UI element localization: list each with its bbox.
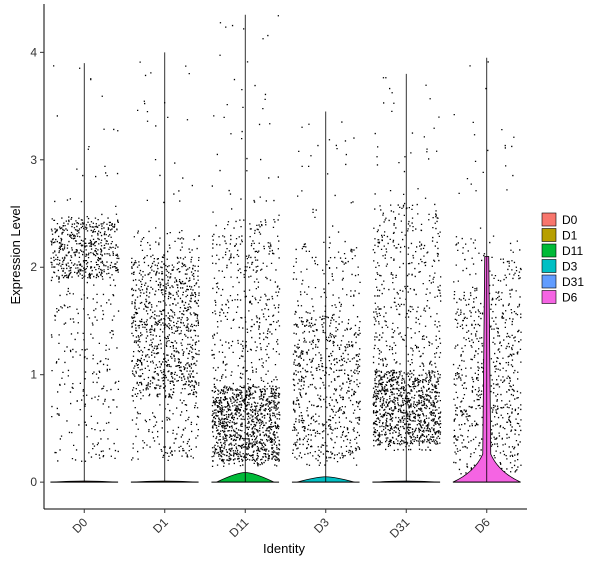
points-D1 (131, 61, 200, 461)
violin-D1 (130, 52, 199, 483)
x-axis-title: Identity (263, 541, 305, 556)
y-tick-label: 4 (30, 45, 37, 59)
point-cloud (50, 65, 120, 462)
x-tick-label: D6 (472, 515, 493, 536)
y-tick-label: 1 (30, 368, 37, 382)
violin-D6 (452, 57, 521, 483)
point-cloud (452, 61, 522, 478)
point-cloud (372, 77, 442, 451)
legend-label: D6 (562, 291, 578, 305)
point-cloud (131, 61, 200, 461)
y-tick-label: 2 (30, 260, 37, 274)
point-cloud (292, 121, 361, 466)
points-D6 (452, 61, 522, 478)
violins (50, 14, 521, 483)
y-tick-label: 0 (30, 475, 37, 489)
points-D0 (50, 65, 120, 462)
axes (43, 4, 527, 510)
legend-swatch (541, 259, 557, 273)
y-ticks: 0 1 2 3 4 (30, 45, 44, 489)
points-D11 (211, 15, 281, 467)
legend-swatch (541, 274, 557, 289)
legend-label: D31 (562, 275, 584, 289)
legend-item-D11: D11 (541, 243, 583, 258)
legend-swatch (541, 290, 557, 304)
legend-label: D1 (562, 229, 578, 243)
violin-D0 (50, 63, 119, 483)
legend-swatch (541, 212, 557, 227)
legend-swatch (541, 243, 557, 258)
legend-item-D1: D1 (541, 228, 578, 243)
legend-label: D3 (562, 260, 578, 274)
legend-item-D3: D3 (541, 259, 578, 274)
jitter-points (50, 15, 522, 478)
legend-label: D0 (562, 213, 578, 227)
x-tick-label: D1 (150, 515, 171, 536)
points-D31 (372, 77, 442, 451)
y-axis-title: Expression Level (8, 205, 23, 304)
legend-item-D6: D6 (541, 290, 578, 305)
x-tick-label: D31 (387, 515, 413, 541)
x-tick-label: D0 (70, 515, 91, 536)
point-cloud (211, 15, 281, 467)
legend-label: D11 (562, 244, 583, 258)
violin-D31 (372, 73, 441, 483)
violin-D11 (211, 14, 280, 483)
points-D3 (292, 121, 361, 466)
x-tick-label: D11 (227, 515, 252, 540)
violin-D3 (291, 111, 360, 483)
y-tick-label: 3 (30, 153, 37, 167)
legend-swatch (541, 228, 557, 242)
x-ticks: D0 D1 D11 D3 D31 D6 (70, 509, 493, 541)
legend-item-D0: D0 (541, 212, 578, 227)
legend-item-D31: D31 (541, 274, 584, 289)
x-tick-label: D3 (311, 515, 332, 536)
